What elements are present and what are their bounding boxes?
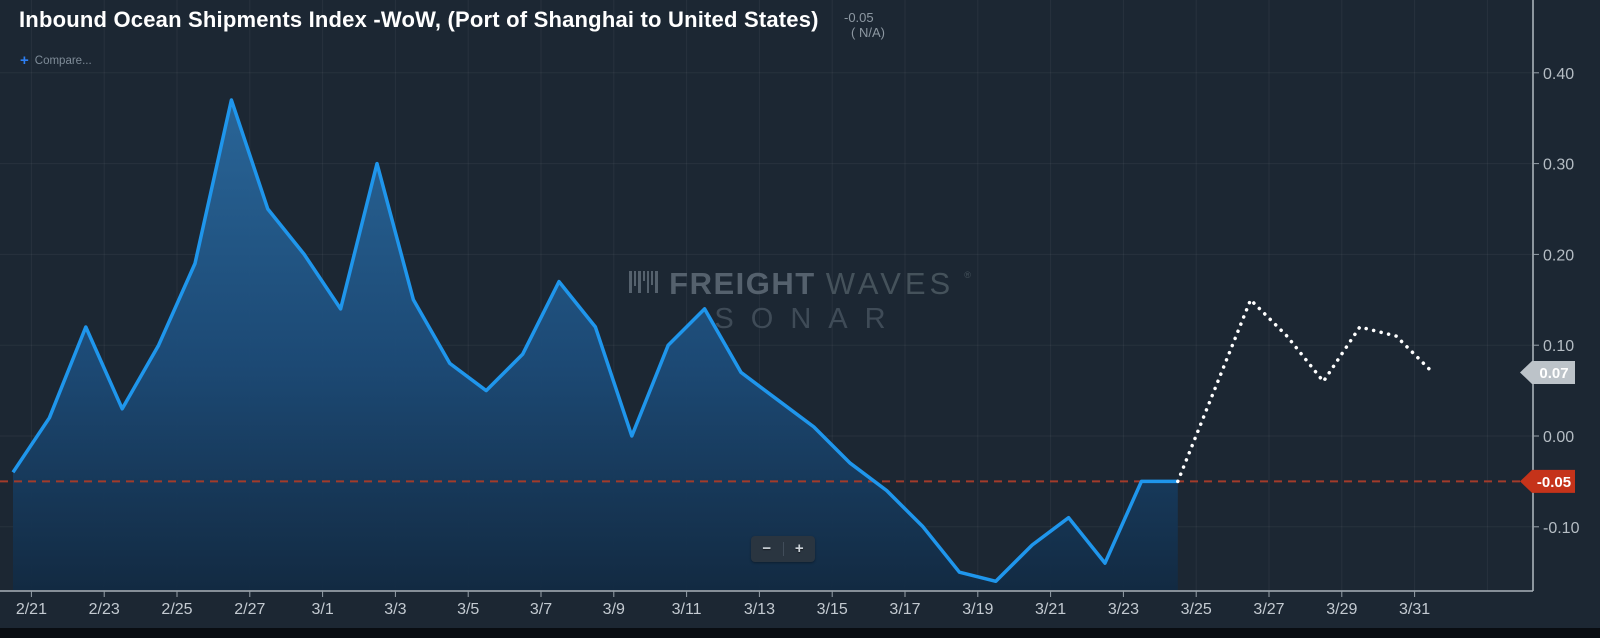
svg-text:0.10: 0.10: [1543, 338, 1574, 355]
svg-text:3/27: 3/27: [1253, 601, 1284, 618]
compare-label: Compare...: [34, 54, 92, 67]
svg-text:3/9: 3/9: [603, 601, 625, 618]
latest-value-readout: -0.05: [844, 10, 874, 25]
svg-text:3/13: 3/13: [744, 601, 775, 618]
y-axis: 0.40 0.30 0.20 0.10 0.00 -0.10: [1532, 0, 1580, 591]
chart-title: Inbound Ocean Shipments Index -WoW, (Por…: [19, 7, 819, 32]
forecast-line: [1176, 296, 1435, 484]
area-fill: [13, 100, 1178, 590]
svg-text:3/23: 3/23: [1108, 601, 1139, 618]
svg-text:3/31: 3/31: [1399, 601, 1430, 618]
svg-text:3/15: 3/15: [817, 601, 848, 618]
svg-text:2/25: 2/25: [161, 601, 192, 618]
svg-text:3/1: 3/1: [311, 601, 333, 618]
svg-text:3/19: 3/19: [962, 601, 993, 618]
axis-badges: 0.07 -0.05: [1520, 360, 1575, 493]
actual-line: [11, 98, 1178, 584]
svg-text:0.00: 0.00: [1543, 429, 1574, 446]
svg-text:3/25: 3/25: [1181, 601, 1212, 618]
zoom-controls: − +: [751, 536, 815, 562]
latest-value-note: ( N/A): [851, 25, 885, 40]
compare-button[interactable]: + Compare...: [16, 51, 96, 70]
x-axis: 2/21 2/23 2/25 2/27 3/1 3/3 3/5 3/7 3/9 3/11 3/13 3…: [0, 590, 1533, 618]
svg-text:0.07: 0.07: [1539, 365, 1568, 382]
plus-icon: +: [20, 52, 29, 69]
svg-text:0.20: 0.20: [1543, 247, 1574, 264]
svg-text:3/17: 3/17: [889, 601, 920, 618]
bottom-bar: [0, 628, 1600, 638]
svg-text:3/3: 3/3: [384, 601, 406, 618]
divider: [782, 542, 784, 556]
svg-text:3/5: 3/5: [457, 601, 479, 618]
svg-text:3/11: 3/11: [672, 601, 702, 618]
svg-text:3/21: 3/21: [1035, 601, 1066, 618]
svg-text:2/23: 2/23: [89, 601, 120, 618]
svg-text:3/29: 3/29: [1326, 601, 1357, 618]
svg-text:3/7: 3/7: [530, 601, 552, 618]
svg-text:2/21: 2/21: [16, 601, 47, 618]
svg-text:-0.05: -0.05: [1537, 474, 1571, 491]
svg-text:0.30: 0.30: [1543, 157, 1574, 174]
svg-text:-0.10: -0.10: [1543, 520, 1580, 537]
zoom-out-button[interactable]: −: [751, 537, 783, 561]
svg-text:2/27: 2/27: [234, 601, 265, 618]
svg-text:0.40: 0.40: [1543, 66, 1574, 83]
zoom-in-button[interactable]: +: [784, 537, 816, 561]
